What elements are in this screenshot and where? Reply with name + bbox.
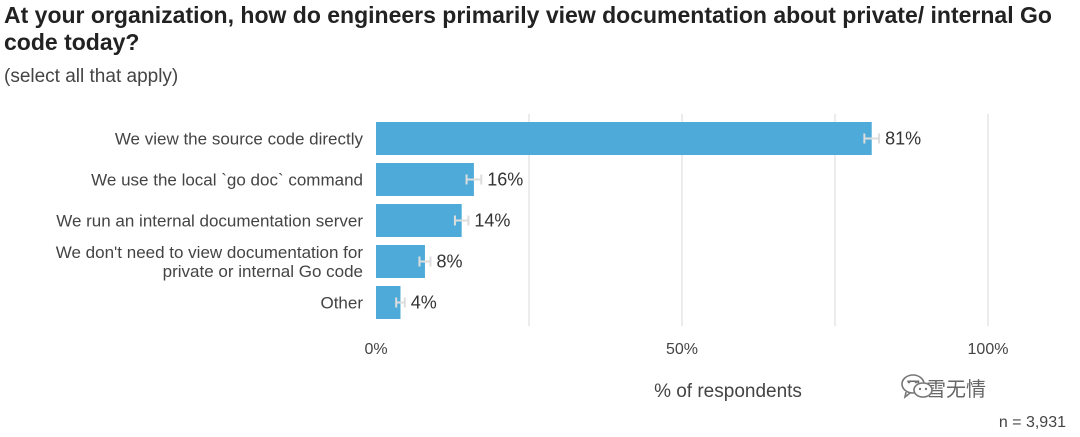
data-label: 81% bbox=[885, 129, 921, 149]
bar bbox=[376, 122, 872, 155]
chart-title: At your organization, how do engineers p… bbox=[4, 2, 1052, 55]
category-label: We don't need to view documentation for bbox=[56, 243, 364, 262]
category-label: We view the source code directly bbox=[115, 130, 364, 149]
bar bbox=[376, 245, 425, 278]
data-label: 14% bbox=[474, 211, 510, 231]
data-label: 4% bbox=[411, 293, 437, 313]
x-tick-label: 0% bbox=[364, 341, 387, 358]
data-label: 16% bbox=[487, 170, 523, 190]
watermark: 飞雪无情 bbox=[900, 373, 986, 402]
bar bbox=[376, 163, 474, 196]
x-tick-label: 100% bbox=[968, 341, 1009, 358]
x-axis-title: % of respondents bbox=[654, 381, 802, 402]
data-label: 8% bbox=[436, 252, 462, 272]
chart-subtitle: (select all that apply) bbox=[4, 66, 179, 87]
sample-size-label: n = 3,931 bbox=[998, 414, 1066, 431]
category-label: Other bbox=[320, 294, 363, 313]
category-label: We use the local `go doc` command bbox=[91, 171, 363, 190]
bar bbox=[376, 204, 462, 237]
x-tick-label: 50% bbox=[666, 341, 698, 358]
category-label: private or internal Go code bbox=[163, 262, 363, 281]
category-label: We run an internal documentation server bbox=[56, 212, 363, 231]
